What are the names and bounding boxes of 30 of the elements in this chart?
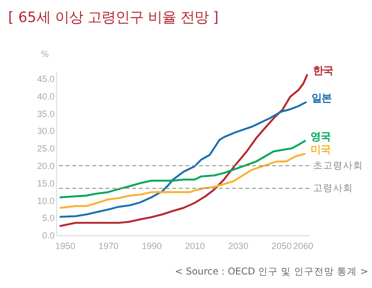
y-tick-label: 0.0 — [42, 230, 55, 241]
y-tick-label: 5.0 — [42, 213, 55, 224]
line-series — [60, 140, 306, 198]
chart-title: [ 65세 이상 고령인구 비율 전망 ] — [8, 10, 219, 26]
text: < Source : OECD 인구 및 인구전망 통계 > — [174, 266, 368, 278]
x-tick-label: 1950 — [55, 241, 76, 252]
series-label: 일본 — [311, 92, 332, 104]
y-tick-label: 25.0 — [37, 144, 55, 154]
line-series — [60, 101, 307, 218]
y-tick-label: 45.0 — [37, 74, 55, 84]
series-label: 미국 — [310, 144, 330, 156]
series-label: 영국 — [310, 131, 331, 144]
x-tick-label: 2010 — [185, 241, 206, 252]
series-label: 한국 — [312, 65, 333, 78]
y-tick-label: 20.0 — [37, 161, 55, 172]
ref-line-label: 고령사회 — [313, 183, 354, 194]
x-tick-label: 1970 — [98, 241, 119, 252]
y-tick-label: 40.0 — [37, 91, 55, 102]
y-axis-title: % — [40, 50, 49, 60]
line-series — [60, 74, 308, 227]
y-tick-label: 35.0 — [37, 108, 55, 119]
y-tick-label: 15.0 — [37, 178, 55, 188]
line-series — [60, 152, 306, 209]
y-tick-label: 10.0 — [37, 196, 55, 206]
x-tick-label: 1990 — [142, 241, 162, 252]
x-tick-label: 2060 — [293, 241, 314, 252]
x-tick-label: 2050 — [272, 241, 292, 252]
ref-line-label: 초고령사회 — [313, 160, 364, 172]
x-tick-label: 2030 — [228, 241, 248, 252]
y-tick-label: 30.0 — [37, 126, 55, 136]
